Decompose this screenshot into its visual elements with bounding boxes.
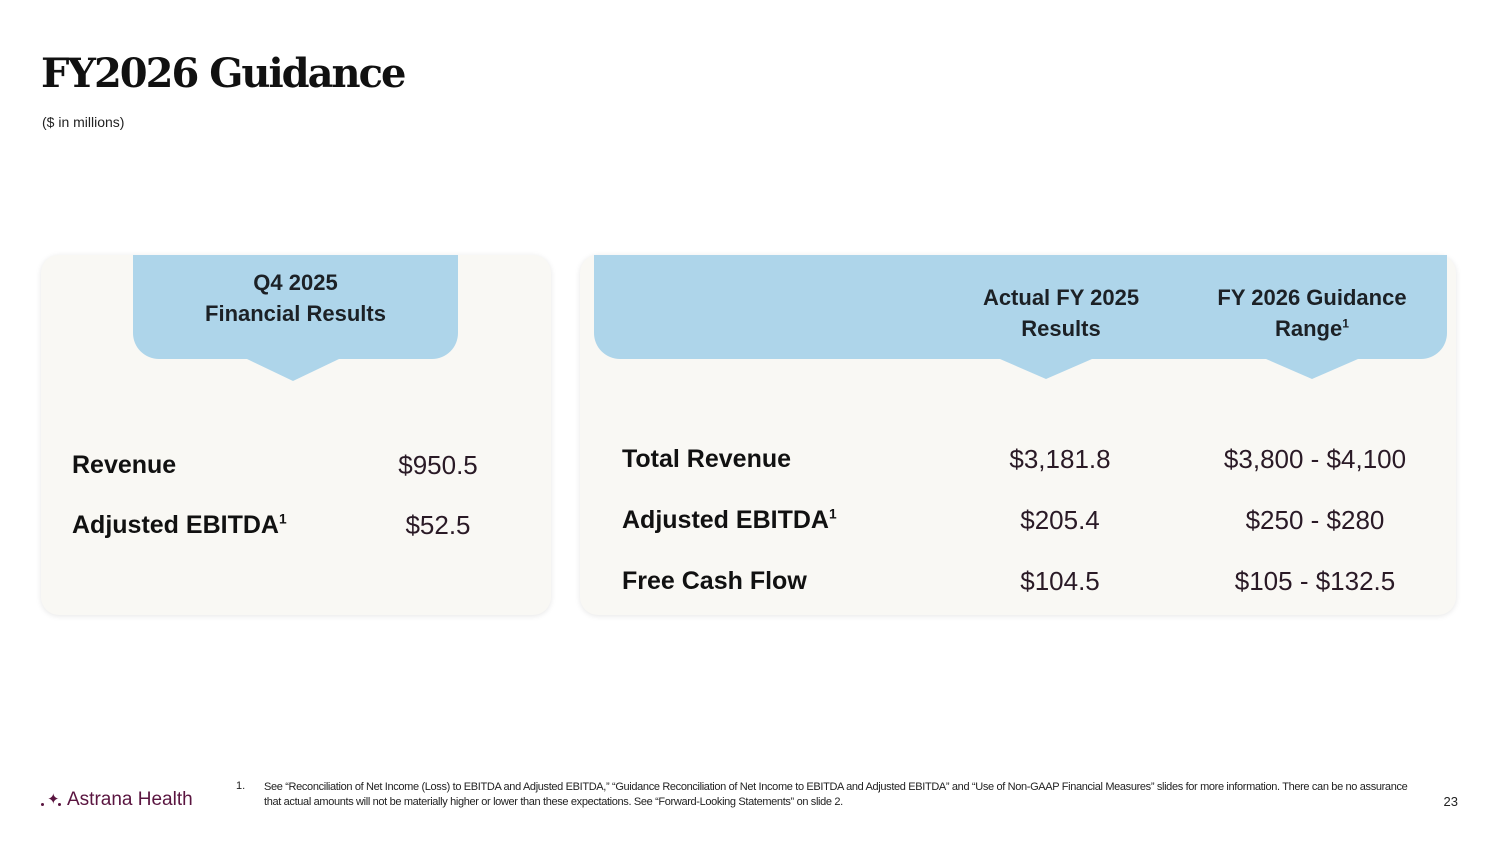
guidance-card: Actual FY 2025 Results FY 2026 Guidance … <box>580 255 1456 615</box>
actual-header-pointer <box>1000 359 1092 379</box>
guidance-header: Actual FY 2025 Results FY 2026 Guidance … <box>594 255 1447 359</box>
guidance-value: $250 - $280 <box>1245 505 1385 535</box>
slide-subtitle: ($ in millions) <box>42 114 125 130</box>
guidance-value: $3,800 - $4,100 <box>1223 444 1407 474</box>
row-label: Total Revenue <box>622 445 792 473</box>
actual-value: $104.5 <box>1020 566 1100 596</box>
company-logo: ✦ Astrana Health <box>41 789 193 811</box>
q4-header-line2: Financial Results <box>205 301 386 326</box>
actual-value: $3,181.8 <box>1009 444 1111 474</box>
q4-results-header: Q4 2025 Financial Results <box>133 255 458 359</box>
footnote-marker: 1 <box>828 506 837 522</box>
actual-value: $205.4 <box>1020 505 1100 535</box>
column-header-actual: Actual FY 2025 Results <box>982 285 1140 341</box>
slide-title: FY2026 Guidance <box>41 50 406 97</box>
footnote-marker: 1 <box>278 511 287 527</box>
footnote-marker: 1 <box>1342 316 1349 331</box>
sparkle-dots-icon: ✦ <box>41 791 61 809</box>
row-value: $52.5 <box>405 510 471 540</box>
column-header-guidance: FY 2026 Guidance Range1 <box>1217 285 1407 341</box>
footnote-text: See “Reconciliation of Net Income (Loss)… <box>264 781 1408 808</box>
guidance-header-pointer <box>1266 359 1358 379</box>
row-label: Free Cash Flow <box>622 567 807 595</box>
q4-results-card: Q4 2025 Financial Results Revenue $950.5… <box>41 255 551 615</box>
company-name: Astrana Health <box>67 789 193 810</box>
row-label: Revenue <box>72 451 177 479</box>
guidance-value: $105 - $132.5 <box>1234 566 1396 596</box>
page-number: 23 <box>1443 794 1458 809</box>
row-label: Adjusted EBITDA1 <box>622 506 837 534</box>
footnote-number: 1. <box>236 780 246 792</box>
row-label: Adjusted EBITDA1 <box>72 511 287 539</box>
row-value: $950.5 <box>398 450 478 480</box>
q4-header-pointer <box>247 359 339 381</box>
q4-header-line1: Q4 2025 <box>253 270 338 295</box>
